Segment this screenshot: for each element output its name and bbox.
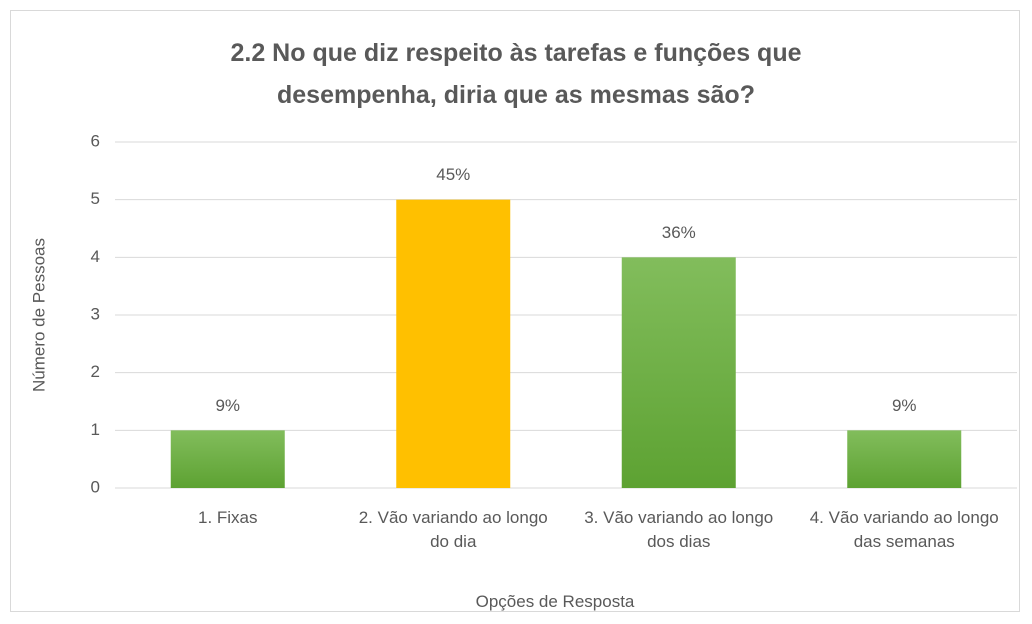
data-label: 36% bbox=[662, 223, 696, 242]
data-label: 9% bbox=[215, 396, 240, 415]
bar bbox=[847, 430, 962, 488]
y-tick-label: 3 bbox=[91, 304, 100, 323]
bar bbox=[170, 430, 285, 488]
y-tick-label: 1 bbox=[91, 420, 100, 439]
y-tick-label: 4 bbox=[91, 247, 100, 266]
x-tick-label: 1. Fixas bbox=[197, 508, 258, 527]
chart-title: 2.2 No que diz respeito às tarefas e fun… bbox=[230, 39, 802, 109]
x-tick-label: 3. Vão variando ao longo dos dias bbox=[584, 508, 774, 551]
chart-frame bbox=[10, 10, 1020, 612]
bar bbox=[396, 199, 511, 488]
y-tick-label: 2 bbox=[91, 362, 100, 381]
data-label: 9% bbox=[892, 396, 917, 415]
bar bbox=[621, 257, 736, 488]
x-axis-label: Opções de Resposta bbox=[475, 592, 635, 611]
y-axis-label: Número de Pessoas bbox=[29, 238, 48, 392]
y-tick-label: 6 bbox=[91, 131, 100, 150]
y-tick-label: 0 bbox=[91, 477, 100, 496]
data-label: 45% bbox=[436, 165, 470, 184]
x-tick-label: 2. Vão variando ao longo do dia bbox=[358, 508, 548, 551]
y-tick-label: 5 bbox=[91, 189, 100, 208]
x-tick-label: 4. Vão variando ao longo das semanas bbox=[809, 508, 999, 551]
